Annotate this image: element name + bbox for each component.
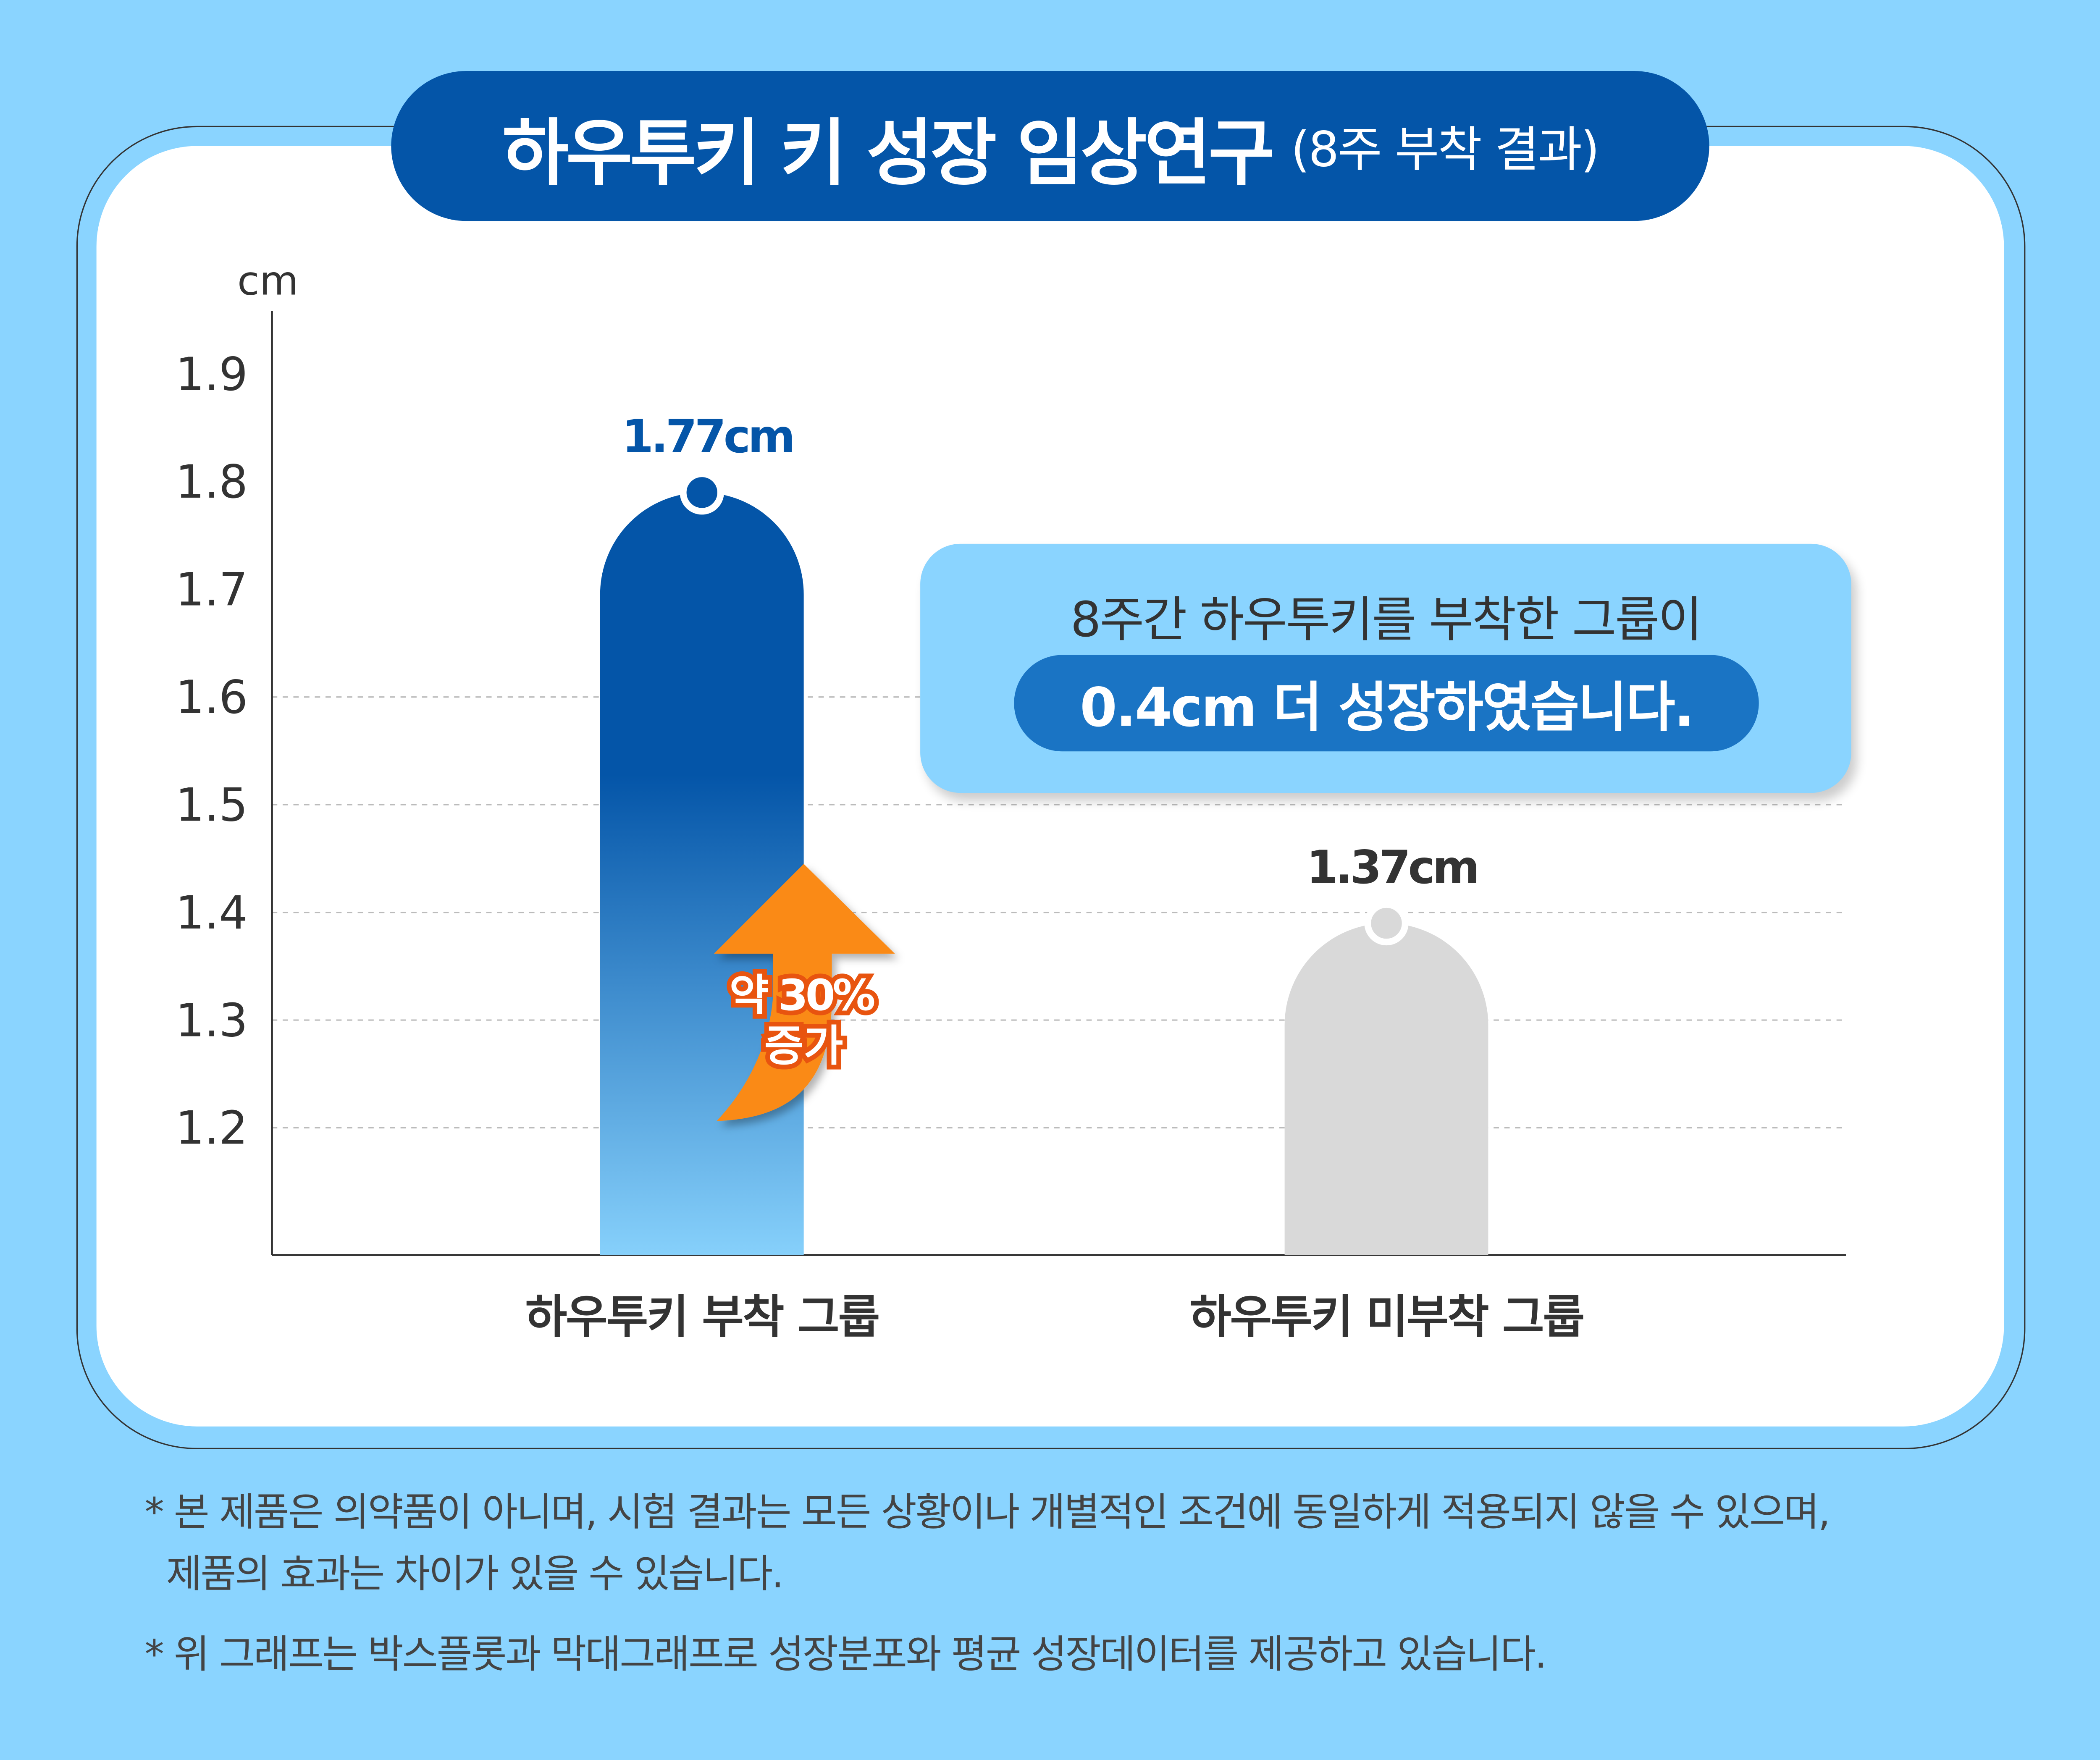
y-tick-label: 1.3 [176, 994, 248, 1047]
y-tick-label: 1.9 [176, 348, 248, 401]
arrow-up-icon [714, 864, 895, 1121]
footnote-2: * 위 그래프는 박스플롯과 막대그래프로 성장분포와 평균 성장데이터를 제공… [144, 1631, 1547, 1677]
bar [1284, 923, 1488, 1255]
y-tick-label: 1.6 [176, 671, 248, 724]
title-sub: (8주 부착 결과) [1291, 123, 1600, 178]
y-tick-label: 1.8 [176, 455, 248, 509]
bar [600, 492, 804, 1255]
bar-marker [680, 470, 724, 515]
arrow-label-percent: 약 30% [729, 970, 874, 1020]
y-tick-label: 1.4 [176, 886, 248, 939]
y-tick-label: 1.5 [176, 778, 248, 831]
result-callout: 8주간 하우투키를 부착한 그룹이 0.4cm 더 성장하였습니다. [920, 543, 1851, 793]
title-main: 하우투키 키 성장 임상연구 [502, 110, 1275, 195]
category-label: 하우투키 미부착 그룹 [1189, 1290, 1583, 1343]
title-banner: 하우투키 키 성장 임상연구 (8주 부착 결과) [391, 71, 1709, 221]
footnote-1-cont: 제품의 효과는 차이가 있을 수 있습니다. [166, 1551, 784, 1597]
y-tick-label: 1.7 [176, 563, 248, 616]
increase-arrow [714, 864, 895, 1121]
data-label: 1.37cm [1307, 841, 1477, 894]
callout-highlight: 0.4cm 더 성장하였습니다. [1014, 655, 1759, 752]
arrow-label-increase: 증가 [764, 1021, 843, 1071]
category-label: 하우투키 부착 그룹 [525, 1290, 879, 1343]
y-axis-unit: cm [237, 257, 299, 304]
callout-line1: 8주간 하우투키를 부착한 그룹이 [1070, 593, 1703, 648]
footnote-1: * 본 제품은 의약품이 아니며, 시험 결과는 모든 상황이나 개별적인 조건… [144, 1489, 1830, 1535]
data-label: 1.77cm [622, 410, 793, 463]
bar-marker [1364, 901, 1409, 946]
y-tick-label: 1.2 [176, 1102, 248, 1155]
